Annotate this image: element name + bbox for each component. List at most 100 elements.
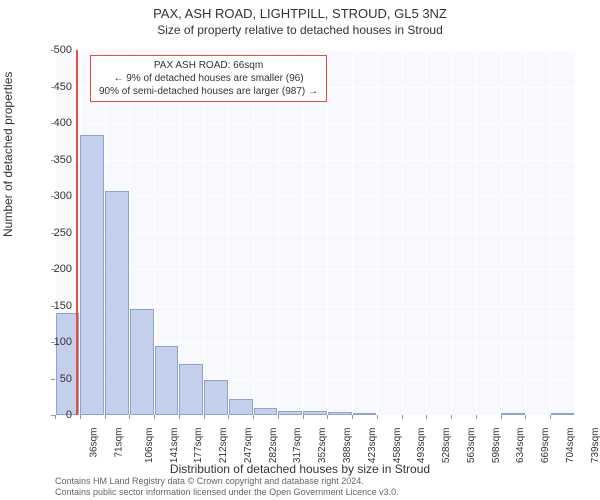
x-tick-mark <box>352 415 353 419</box>
x-tick-label: 141sqm <box>169 428 180 464</box>
grid-line-v <box>377 50 378 415</box>
x-tick-mark <box>451 415 452 419</box>
y-tick-label: 50 <box>42 373 72 385</box>
x-tick-label: 317sqm <box>293 428 304 464</box>
x-tick-mark <box>426 415 427 419</box>
y-tick-label: 350 <box>42 154 72 166</box>
grid-line-h <box>55 123 575 124</box>
grid-line-v <box>426 50 427 415</box>
y-tick-mark <box>51 233 55 234</box>
x-tick-label: 388sqm <box>342 428 353 464</box>
histogram-bar <box>328 412 352 415</box>
x-tick-mark <box>525 415 526 419</box>
footer-line2: Contains public sector information licen… <box>55 487 399 498</box>
x-tick-label: 528sqm <box>441 428 452 464</box>
x-tick-mark <box>278 415 279 419</box>
grid-line-v <box>402 50 403 415</box>
footer-line1: Contains HM Land Registry data © Crown c… <box>55 476 399 487</box>
y-tick-mark <box>51 342 55 343</box>
grid-line-h <box>55 50 575 51</box>
y-tick-mark <box>51 123 55 124</box>
histogram-bar <box>303 411 327 415</box>
x-tick-label: 739sqm <box>590 428 600 464</box>
chart-subtitle: Size of property relative to detached ho… <box>0 21 600 37</box>
x-tick-label: 212sqm <box>218 428 229 464</box>
chart-plot-area: PAX ASH ROAD: 66sqm ← 9% of detached hou… <box>55 50 575 415</box>
y-tick-label: 200 <box>42 263 72 275</box>
grid-line-h <box>55 196 575 197</box>
x-tick-mark <box>377 415 378 419</box>
grid-line-v <box>179 50 180 415</box>
x-tick-mark <box>154 415 155 419</box>
y-tick-mark <box>51 160 55 161</box>
marker-line <box>76 50 78 415</box>
grid-line-v <box>476 50 477 415</box>
x-tick-label: 282sqm <box>268 428 279 464</box>
y-tick-mark <box>51 196 55 197</box>
y-tick-mark <box>51 306 55 307</box>
x-tick-mark <box>105 415 106 419</box>
x-tick-mark <box>55 415 56 419</box>
y-tick-label: 300 <box>42 190 72 202</box>
x-tick-label: 71sqm <box>114 428 125 458</box>
x-tick-label: 352sqm <box>317 428 328 464</box>
grid-line-v <box>550 50 551 415</box>
y-tick-label: 150 <box>42 300 72 312</box>
annotation-line1: PAX ASH ROAD: 66sqm <box>99 59 318 72</box>
x-tick-mark <box>476 415 477 419</box>
x-tick-mark <box>550 415 551 419</box>
histogram-bar <box>204 380 228 415</box>
x-tick-mark <box>327 415 328 419</box>
x-tick-label: 177sqm <box>194 428 205 464</box>
y-tick-label: 250 <box>42 227 72 239</box>
footer-text: Contains HM Land Registry data © Crown c… <box>55 476 399 498</box>
histogram-bar <box>80 135 104 415</box>
histogram-bar <box>105 191 129 415</box>
histogram-bar <box>130 309 154 415</box>
x-axis-label: Distribution of detached houses by size … <box>0 462 600 476</box>
annotation-line3: 90% of semi-detached houses are larger (… <box>99 85 318 98</box>
y-tick-label: 450 <box>42 81 72 93</box>
grid-line-v <box>501 50 502 415</box>
x-tick-label: 598sqm <box>491 428 502 464</box>
grid-line-v <box>204 50 205 415</box>
x-tick-label: 493sqm <box>416 428 427 464</box>
grid-line-h <box>55 233 575 234</box>
grid-line-v <box>525 50 526 415</box>
chart-title: PAX, ASH ROAD, LIGHTPILL, STROUD, GL5 3N… <box>0 0 600 21</box>
histogram-bar <box>551 413 575 415</box>
grid-line-v <box>253 50 254 415</box>
histogram-bar <box>229 399 253 415</box>
grid-line-v <box>303 50 304 415</box>
y-tick-label: 100 <box>42 336 72 348</box>
x-tick-mark <box>129 415 130 419</box>
grid-line-h <box>55 269 575 270</box>
y-tick-label: 400 <box>42 117 72 129</box>
grid-line-h <box>55 415 575 416</box>
x-tick-label: 36sqm <box>89 428 100 458</box>
y-tick-label: 0 <box>42 409 72 421</box>
x-tick-mark <box>402 415 403 419</box>
grid-line-v <box>327 50 328 415</box>
grid-line-v <box>451 50 452 415</box>
y-tick-mark <box>51 87 55 88</box>
x-tick-label: 634sqm <box>515 428 526 464</box>
y-tick-mark <box>51 379 55 380</box>
x-tick-label: 704sqm <box>565 428 576 464</box>
histogram-bar <box>278 411 302 415</box>
histogram-bar <box>501 413 525 415</box>
grid-line-v <box>228 50 229 415</box>
grid-line-v <box>352 50 353 415</box>
grid-line-h <box>55 306 575 307</box>
y-tick-mark <box>51 50 55 51</box>
x-tick-mark <box>179 415 180 419</box>
x-tick-mark <box>228 415 229 419</box>
y-axis-label: Number of detached properties <box>1 72 15 237</box>
histogram-bar <box>254 408 278 415</box>
annotation-line2: ← 9% of detached houses are smaller (96) <box>99 72 318 85</box>
x-tick-label: 669sqm <box>540 428 551 464</box>
x-tick-mark <box>80 415 81 419</box>
x-tick-label: 423sqm <box>367 428 378 464</box>
x-tick-label: 247sqm <box>243 428 254 464</box>
y-tick-label: 500 <box>42 44 72 56</box>
